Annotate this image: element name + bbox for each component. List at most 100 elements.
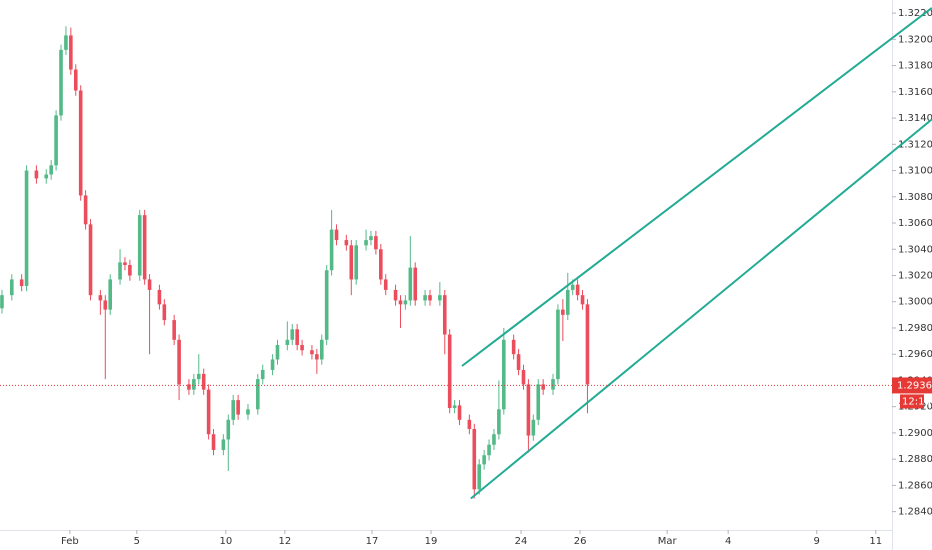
candle-body bbox=[83, 195, 88, 225]
candle-body bbox=[502, 339, 506, 410]
candle-body bbox=[98, 295, 103, 301]
y-tick-label: 1.32200 bbox=[898, 8, 932, 19]
candle-body bbox=[137, 215, 142, 276]
candle-body bbox=[64, 35, 68, 50]
candle-body bbox=[201, 373, 206, 390]
candle-body bbox=[19, 279, 24, 286]
candle-body bbox=[482, 455, 486, 465]
y-tick-label: 1.30600 bbox=[898, 218, 932, 229]
candle-body bbox=[231, 400, 236, 420]
candle-body bbox=[147, 279, 152, 290]
candle-body bbox=[536, 384, 541, 420]
x-tick-label: 26 bbox=[574, 536, 587, 547]
candle-body bbox=[123, 262, 127, 265]
candle-body bbox=[108, 279, 113, 310]
candle-body bbox=[477, 464, 482, 490]
candle-body bbox=[285, 339, 290, 346]
candle-body bbox=[300, 345, 304, 351]
candle-body bbox=[423, 295, 427, 301]
candle-body bbox=[10, 279, 14, 296]
candle-body bbox=[511, 339, 516, 355]
candle-body bbox=[379, 249, 383, 280]
candle-body bbox=[565, 289, 570, 315]
x-tick-label: Feb bbox=[61, 536, 79, 547]
y-tick-label: 1.31000 bbox=[898, 166, 932, 177]
last-price-box bbox=[892, 377, 932, 394]
candle-body bbox=[142, 215, 147, 280]
x-tick-label: 24 bbox=[515, 536, 528, 547]
candle-body bbox=[270, 359, 275, 370]
candle-body bbox=[260, 369, 265, 380]
candle-body bbox=[0, 295, 4, 309]
y-tick-label: 1.32000 bbox=[898, 34, 932, 45]
candle-body bbox=[438, 295, 442, 301]
candle-body bbox=[457, 405, 462, 420]
candle-body bbox=[211, 434, 216, 450]
x-tick-label: 17 bbox=[366, 536, 379, 547]
candle-body bbox=[275, 345, 280, 360]
candle-body bbox=[364, 240, 368, 246]
y-tick-label: 1.29600 bbox=[898, 349, 932, 360]
candle-body bbox=[73, 69, 78, 91]
last-price-label: 1.29362 bbox=[897, 380, 932, 391]
y-tick-label: 1.30200 bbox=[898, 270, 932, 281]
candle-body bbox=[172, 320, 176, 340]
y-tick-label: 1.31400 bbox=[898, 113, 932, 124]
y-tick-label: 1.30400 bbox=[898, 244, 932, 255]
candle-body bbox=[551, 379, 555, 390]
x-tick-label: 9 bbox=[814, 536, 820, 547]
candle-body bbox=[295, 329, 299, 346]
candle-body bbox=[310, 350, 314, 355]
candle-body bbox=[256, 379, 260, 410]
x-tick-label: 19 bbox=[425, 536, 438, 547]
y-tick-label: 1.29800 bbox=[898, 323, 932, 334]
candle-body bbox=[315, 354, 319, 360]
candle-body bbox=[374, 236, 378, 250]
candle-body bbox=[526, 384, 531, 436]
candle-body bbox=[383, 279, 388, 290]
y-tick-label: 1.29000 bbox=[898, 428, 932, 439]
candle-body bbox=[354, 245, 359, 280]
candle-body bbox=[54, 115, 58, 166]
candle-body bbox=[128, 265, 132, 276]
candle-body bbox=[516, 354, 521, 370]
candle-body bbox=[78, 90, 83, 196]
candle-body bbox=[492, 434, 496, 445]
trend-line bbox=[470, 118, 932, 500]
candle-body bbox=[246, 409, 250, 415]
candle-body bbox=[59, 49, 63, 116]
candle-body bbox=[49, 165, 53, 175]
candle-body bbox=[556, 309, 560, 380]
candle-body bbox=[541, 384, 545, 390]
candle-body bbox=[319, 339, 324, 360]
x-tick-label: Mar bbox=[658, 536, 678, 547]
candle-body bbox=[344, 240, 349, 246]
candle-body bbox=[585, 304, 590, 385]
candle-body bbox=[472, 428, 477, 490]
candle-body bbox=[236, 400, 240, 415]
candle-body bbox=[44, 174, 49, 179]
candle-body bbox=[34, 170, 39, 179]
candle-body bbox=[118, 262, 122, 280]
y-tick-label: 1.28600 bbox=[898, 480, 932, 491]
candle-body bbox=[467, 419, 472, 429]
candle-body bbox=[221, 439, 226, 450]
candle-body bbox=[393, 289, 398, 301]
candle-body bbox=[334, 229, 339, 241]
x-tick-label: 11 bbox=[869, 536, 882, 547]
candle-body bbox=[349, 245, 354, 280]
candle-body bbox=[575, 284, 580, 296]
x-tick-label: 10 bbox=[219, 536, 232, 547]
candle-body bbox=[398, 300, 403, 305]
candle-body bbox=[580, 295, 585, 305]
candle-body bbox=[162, 304, 167, 321]
y-tick-label: 1.30000 bbox=[898, 297, 932, 308]
candle-body bbox=[103, 300, 108, 310]
candle-body bbox=[570, 284, 575, 290]
candle-body bbox=[413, 267, 418, 301]
x-tick-label: 12 bbox=[279, 536, 292, 547]
countdown-label: 12:13 bbox=[902, 396, 931, 407]
trend-line bbox=[461, 7, 932, 367]
